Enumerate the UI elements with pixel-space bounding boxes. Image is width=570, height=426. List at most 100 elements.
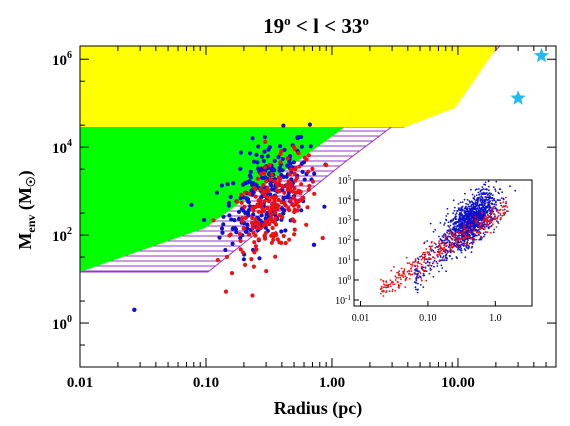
- inset-data-point: [482, 188, 485, 190]
- data-point: [293, 190, 298, 195]
- inset-data-point: [470, 246, 473, 249]
- inset-data-point: [484, 219, 487, 222]
- inset-data-point: [445, 215, 448, 217]
- data-point: [250, 293, 255, 298]
- data-point: [221, 214, 226, 219]
- inset-data-point: [471, 206, 474, 209]
- data-point: [273, 195, 278, 200]
- data-point: [229, 271, 235, 276]
- inset-data-point: [475, 228, 478, 231]
- x-tick-label: 1.00: [319, 375, 345, 391]
- inset-data-point: [439, 238, 442, 241]
- inset-data-point: [422, 251, 425, 254]
- inset-data-point: [488, 208, 490, 211]
- data-point: [267, 162, 272, 168]
- inset-data-point: [486, 196, 489, 199]
- inset-data-point: [400, 267, 403, 270]
- data-point: [250, 225, 255, 231]
- inset-data-point: [415, 278, 418, 280]
- inset-data-point: [498, 188, 501, 191]
- inset-data-point: [473, 222, 475, 224]
- inset-data-point: [459, 238, 462, 241]
- inset-data-point: [471, 229, 474, 232]
- inset-data-point: [464, 218, 467, 221]
- inset-data-point: [464, 256, 467, 259]
- data-point: [307, 183, 312, 189]
- inset-data-point: [476, 207, 479, 210]
- inset-data-point: [465, 242, 468, 245]
- inset-data-point: [497, 211, 500, 214]
- inset-data-point: [490, 202, 493, 205]
- inset-data-point: [448, 245, 450, 248]
- inset-data-point: [484, 210, 487, 213]
- inset-data-point: [487, 198, 490, 201]
- inset-data-point: [425, 248, 428, 250]
- inset-data-point: [429, 248, 432, 251]
- data-point: [230, 241, 235, 246]
- data-point: [227, 233, 232, 238]
- inset-data-point: [474, 220, 477, 222]
- data-point: [256, 166, 261, 171]
- inset-data-point: [459, 201, 462, 204]
- inset-data-point: [389, 283, 392, 286]
- inset-data-point: [489, 214, 492, 217]
- inset-data-point: [421, 253, 424, 256]
- inset-data-point: [381, 290, 383, 292]
- inset-data-point: [438, 260, 441, 263]
- inset-data-point: [485, 188, 488, 191]
- inset-data-point: [466, 217, 468, 220]
- inset-data-point: [471, 193, 474, 196]
- data-point: [276, 197, 281, 203]
- inset-data-point: [487, 180, 490, 183]
- inset-data-point: [468, 224, 471, 227]
- inset-data-point: [459, 209, 461, 212]
- inset-data-point: [404, 286, 407, 288]
- data-point: [299, 161, 304, 166]
- data-point: [189, 202, 194, 207]
- inset-data-point: [395, 277, 398, 279]
- inset-data-point: [470, 200, 473, 203]
- inset-data-point: [417, 258, 420, 261]
- inset-data-point: [423, 241, 426, 244]
- data-point: [261, 182, 266, 188]
- data-point: [304, 222, 309, 227]
- inset-data-point: [461, 237, 463, 240]
- inset-data-point: [497, 191, 500, 194]
- inset-data-point: [471, 218, 474, 221]
- inset-data-point: [482, 232, 485, 235]
- inset-data-point: [477, 191, 480, 194]
- inset-data-point: [390, 282, 393, 284]
- inset-data-point: [400, 278, 402, 281]
- inset-data-point: [445, 270, 447, 273]
- inset-data-point: [408, 269, 410, 272]
- inset-data-point: [401, 274, 404, 277]
- inset-data-point: [439, 222, 442, 224]
- inset-data-point: [488, 189, 490, 192]
- inset-data-point: [470, 221, 472, 224]
- data-point: [243, 190, 248, 195]
- inset-data-point: [481, 203, 484, 206]
- data-point: [265, 154, 270, 159]
- inset-data-point: [436, 253, 438, 256]
- inset-data-point: [467, 205, 470, 208]
- inset-data-point: [473, 226, 476, 229]
- inset-data-point: [415, 288, 417, 291]
- inset-data-point: [379, 288, 382, 291]
- data-point: [252, 221, 257, 226]
- data-point: [295, 208, 300, 213]
- data-point: [285, 183, 290, 188]
- inset-data-point: [465, 235, 467, 238]
- inset-data-point: [501, 215, 504, 217]
- inset-data-point: [503, 212, 505, 215]
- inset-data-point: [463, 223, 466, 225]
- inset-data-point: [503, 208, 506, 211]
- inset-data-point: [478, 213, 481, 215]
- data-point: [292, 227, 297, 232]
- inset-data-point: [482, 191, 485, 194]
- inset-data-point: [397, 283, 400, 286]
- inset-data-point: [468, 212, 471, 215]
- data-point: [286, 179, 291, 184]
- data-point: [220, 230, 225, 235]
- inset-data-point: [429, 264, 431, 266]
- inset-data-point: [497, 199, 500, 202]
